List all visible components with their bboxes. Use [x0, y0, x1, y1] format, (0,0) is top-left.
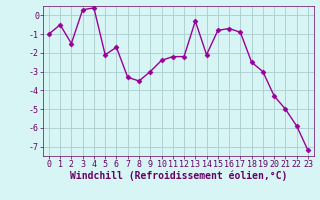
X-axis label: Windchill (Refroidissement éolien,°C): Windchill (Refroidissement éolien,°C): [70, 171, 287, 181]
